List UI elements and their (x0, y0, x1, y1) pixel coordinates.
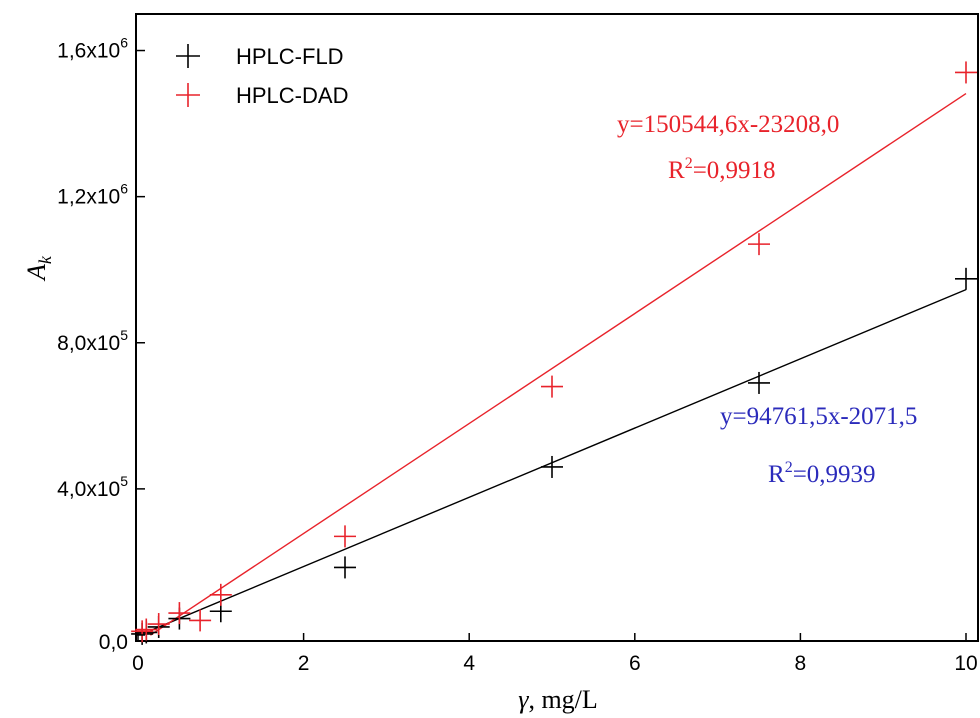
legend-marker-fld (176, 44, 200, 68)
data-points (131, 61, 977, 645)
x-axis-ticks: 0 2 4 6 8 10 (132, 633, 978, 675)
fit-line-hplc-dad (150, 92, 967, 636)
dad-equation-annotation: y=150544,6x-23208,0 R2=0,9918 (617, 111, 839, 184)
plot-frame (135, 13, 979, 642)
data-point-hplc-dad (334, 525, 356, 548)
fld-equation: y=94761,5x-2071,5 (720, 403, 917, 430)
data-point-hplc-dad (955, 61, 977, 84)
data-point-hplc-dad (189, 609, 212, 632)
dad-equation: y=150544,6x-23208,0 (617, 111, 839, 138)
legend: HPLC-FLD HPLC-DAD (176, 44, 348, 108)
y-tick-label: 8,0x105 (57, 327, 128, 355)
x-axis-title: γ, mg/L (518, 685, 598, 714)
x-tick-label: 4 (463, 652, 475, 675)
x-tick-label: 10 (954, 652, 977, 675)
x-tick-label: 8 (795, 652, 807, 675)
dad-r-squared: R2=0,9918 (668, 155, 776, 184)
fit-lines (150, 92, 967, 636)
data-point-hplc-dad (131, 620, 154, 643)
data-point-hplc-fld (748, 371, 770, 394)
legend-label-dad: HPLC-DAD (236, 83, 348, 108)
fld-equation-annotation: y=94761,5x-2071,5 R2=0,9939 (720, 403, 917, 488)
data-point-hplc-dad (147, 613, 170, 636)
y-tick-label: 4,0x105 (57, 473, 128, 501)
data-point-hplc-fld (955, 267, 977, 290)
y-tick-label: 1,2x106 (57, 181, 128, 209)
data-point-hplc-dad (135, 618, 158, 641)
legend-label-fld: HPLC-FLD (236, 44, 344, 69)
y-axis-title: Ak (22, 255, 55, 282)
x-axis-title-units: , mg/L (528, 685, 597, 714)
x-tick-label: 6 (629, 652, 641, 675)
data-point-hplc-fld (541, 455, 563, 478)
y-axis-ticks: 0,0 4,0x105 8,0x105 1,2x106 1,6x106 (57, 35, 145, 654)
x-tick-label: 2 (298, 652, 310, 675)
data-point-hplc-dad (209, 583, 232, 606)
x-tick-label: 0 (132, 652, 144, 675)
legend-marker-dad (176, 83, 200, 107)
data-point-hplc-dad (168, 602, 191, 625)
data-point-hplc-dad (541, 375, 563, 398)
data-point-hplc-fld (334, 556, 356, 579)
fit-line-hplc-fld (150, 288, 967, 632)
y-tick-label: 1,6x106 (57, 35, 128, 63)
data-point-hplc-dad (748, 233, 770, 256)
y-tick-label: 0,0 (99, 631, 128, 654)
fld-r-squared: R2=0,9939 (768, 459, 876, 488)
